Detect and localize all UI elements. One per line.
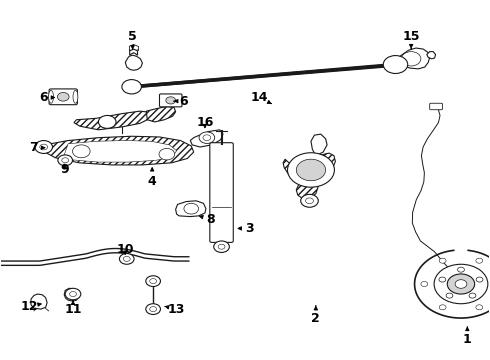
- Ellipse shape: [73, 90, 78, 103]
- Circle shape: [383, 55, 408, 73]
- Circle shape: [469, 293, 476, 298]
- Polygon shape: [283, 153, 335, 181]
- Circle shape: [159, 148, 174, 160]
- Polygon shape: [296, 181, 318, 199]
- Circle shape: [455, 280, 467, 288]
- Polygon shape: [190, 130, 223, 147]
- Polygon shape: [125, 55, 143, 70]
- Text: 9: 9: [60, 163, 69, 176]
- Circle shape: [446, 293, 453, 298]
- Polygon shape: [175, 201, 206, 217]
- Text: 16: 16: [196, 116, 214, 129]
- Text: 6: 6: [174, 95, 188, 108]
- Circle shape: [58, 155, 73, 166]
- Circle shape: [421, 282, 428, 287]
- Circle shape: [476, 258, 483, 263]
- Text: 13: 13: [165, 303, 185, 316]
- Circle shape: [146, 304, 160, 315]
- Circle shape: [476, 305, 483, 310]
- Polygon shape: [427, 51, 436, 59]
- Circle shape: [65, 288, 81, 300]
- Polygon shape: [31, 294, 47, 309]
- Circle shape: [214, 241, 229, 252]
- Circle shape: [439, 258, 446, 263]
- Text: 11: 11: [64, 301, 82, 316]
- Circle shape: [184, 203, 198, 214]
- Circle shape: [120, 253, 134, 264]
- Ellipse shape: [49, 90, 53, 103]
- FancyBboxPatch shape: [210, 143, 233, 242]
- Text: 7: 7: [29, 141, 45, 154]
- Circle shape: [98, 116, 116, 129]
- Circle shape: [434, 264, 488, 304]
- Circle shape: [447, 274, 475, 294]
- Circle shape: [476, 277, 483, 282]
- Text: 12: 12: [20, 300, 41, 313]
- FancyBboxPatch shape: [49, 89, 77, 105]
- Circle shape: [439, 305, 446, 310]
- Polygon shape: [64, 140, 176, 162]
- Text: 15: 15: [402, 30, 420, 49]
- FancyBboxPatch shape: [430, 103, 442, 110]
- Polygon shape: [147, 107, 175, 122]
- Text: 6: 6: [39, 91, 54, 104]
- Circle shape: [166, 97, 175, 104]
- Polygon shape: [311, 134, 327, 156]
- Circle shape: [122, 80, 142, 94]
- Circle shape: [288, 153, 334, 187]
- Circle shape: [296, 159, 326, 181]
- Circle shape: [35, 140, 52, 153]
- Text: 1: 1: [463, 327, 472, 346]
- Text: 2: 2: [312, 306, 320, 325]
- Circle shape: [57, 93, 69, 101]
- Polygon shape: [64, 288, 79, 301]
- Text: 10: 10: [117, 243, 134, 256]
- Polygon shape: [74, 111, 150, 130]
- Circle shape: [301, 194, 318, 207]
- Circle shape: [199, 132, 215, 143]
- Circle shape: [146, 276, 160, 287]
- Text: 14: 14: [251, 91, 271, 104]
- Circle shape: [458, 267, 465, 272]
- Polygon shape: [394, 48, 430, 69]
- Text: 5: 5: [128, 30, 137, 49]
- Text: 4: 4: [148, 168, 156, 188]
- Circle shape: [73, 145, 90, 158]
- FancyBboxPatch shape: [159, 94, 182, 107]
- Text: 8: 8: [199, 213, 215, 226]
- Polygon shape: [40, 136, 194, 165]
- Polygon shape: [130, 49, 138, 55]
- Circle shape: [439, 277, 446, 282]
- Text: 3: 3: [238, 222, 254, 235]
